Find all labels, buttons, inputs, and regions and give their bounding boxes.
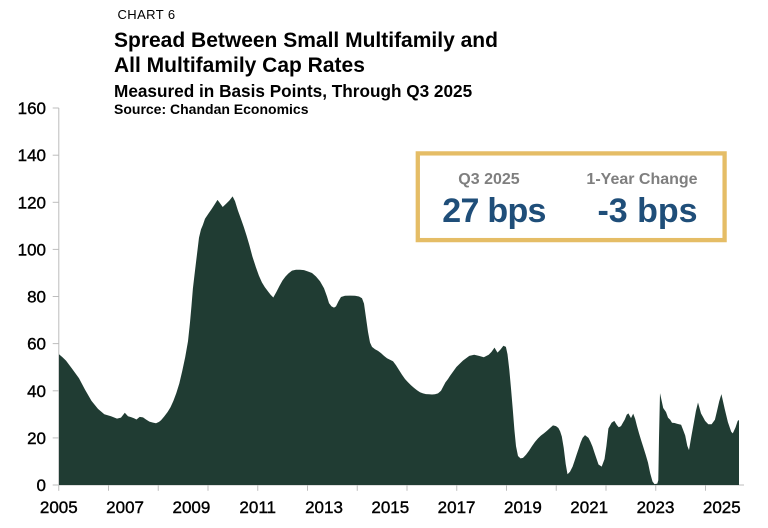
svg-text:160: 160 (18, 99, 46, 118)
svg-text:All Multifamily Cap Rates: All Multifamily Cap Rates (114, 54, 365, 77)
svg-text:Spread Between Small Multifami: Spread Between Small Multifamily and (114, 29, 498, 52)
svg-text:140: 140 (18, 146, 46, 165)
svg-text:2021: 2021 (570, 498, 608, 517)
svg-text:2009: 2009 (172, 498, 210, 517)
svg-text:60: 60 (27, 335, 46, 354)
svg-text:1-Year Change: 1-Year Change (586, 171, 697, 188)
svg-text:CHART 6: CHART 6 (118, 7, 176, 22)
svg-text:27 bps: 27 bps (442, 192, 546, 230)
svg-text:2007: 2007 (106, 498, 144, 517)
svg-text:Measured in Basis Points, Thro: Measured in Basis Points, Through Q3 202… (114, 81, 473, 101)
svg-text:2013: 2013 (305, 498, 343, 517)
svg-text:2023: 2023 (637, 498, 675, 517)
svg-text:Source: Chandan Economics: Source: Chandan Economics (114, 101, 309, 117)
svg-text:100: 100 (18, 240, 46, 259)
svg-text:2019: 2019 (504, 498, 542, 517)
svg-text:2025: 2025 (703, 498, 741, 517)
svg-text:2017: 2017 (438, 498, 476, 517)
svg-text:2011: 2011 (239, 498, 276, 517)
svg-text:120: 120 (18, 193, 46, 212)
svg-text:40: 40 (27, 382, 46, 401)
svg-text:Q3 2025: Q3 2025 (458, 171, 519, 188)
svg-text:20: 20 (27, 429, 46, 448)
svg-text:0: 0 (37, 476, 46, 495)
svg-text:2005: 2005 (40, 498, 78, 517)
svg-text:-3 bps: -3 bps (597, 192, 697, 230)
svg-text:80: 80 (27, 288, 46, 307)
svg-text:2015: 2015 (371, 498, 409, 517)
